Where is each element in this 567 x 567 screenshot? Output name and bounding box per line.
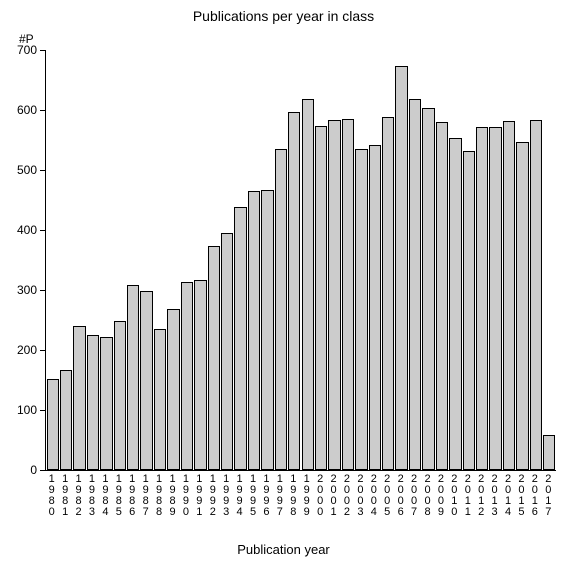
bar xyxy=(436,122,448,470)
x-tick-label: 2016 xyxy=(530,474,540,518)
bar xyxy=(516,142,528,470)
bar xyxy=(100,337,112,470)
y-tick xyxy=(40,110,45,111)
bar xyxy=(315,126,327,470)
bar xyxy=(275,149,287,470)
x-tick-label: 1992 xyxy=(208,474,218,518)
x-tick-label: 1980 xyxy=(47,474,57,518)
bar xyxy=(181,282,193,470)
y-tick xyxy=(40,230,45,231)
bar xyxy=(409,99,421,470)
y-tick xyxy=(40,350,45,351)
bar xyxy=(342,119,354,470)
bar xyxy=(449,138,461,470)
bar xyxy=(369,145,381,470)
y-tick-label: 300 xyxy=(0,283,37,297)
x-tick-label: 1995 xyxy=(248,474,258,518)
x-tick-label: 2012 xyxy=(476,474,486,518)
y-tick xyxy=(40,170,45,171)
bar xyxy=(395,66,407,470)
y-tick-label: 100 xyxy=(0,403,37,417)
x-tick-label: 2015 xyxy=(516,474,526,518)
bar xyxy=(73,326,85,470)
bar xyxy=(463,151,475,470)
x-tick-label: 2005 xyxy=(382,474,392,518)
y-tick xyxy=(40,290,45,291)
x-tick-label: 1985 xyxy=(114,474,124,518)
bar xyxy=(167,309,179,470)
x-tick-label: 2017 xyxy=(543,474,553,518)
bar xyxy=(140,291,152,470)
x-tick-label: 2008 xyxy=(423,474,433,518)
x-tick-label: 2003 xyxy=(355,474,365,518)
bar xyxy=(208,246,220,470)
bar xyxy=(422,108,434,470)
bar xyxy=(127,285,139,470)
bar xyxy=(503,121,515,470)
y-tick xyxy=(40,470,45,471)
x-tick-label: 2006 xyxy=(396,474,406,518)
x-tick-label: 1989 xyxy=(168,474,178,518)
x-tick-label: 2013 xyxy=(490,474,500,518)
bar xyxy=(382,117,394,470)
y-tick-label: 200 xyxy=(0,343,37,357)
x-tick-label: 1984 xyxy=(100,474,110,518)
bar xyxy=(114,321,126,470)
x-tick-label: 2001 xyxy=(329,474,339,518)
y-tick-label: 700 xyxy=(0,43,37,57)
x-tick-label: 2000 xyxy=(315,474,325,518)
y-tick xyxy=(40,50,45,51)
bar xyxy=(476,127,488,470)
bar xyxy=(194,280,206,470)
bar xyxy=(87,335,99,470)
y-tick-label: 500 xyxy=(0,163,37,177)
x-tick-label: 2007 xyxy=(409,474,419,518)
x-tick-label: 1994 xyxy=(235,474,245,518)
x-tick-label: 1997 xyxy=(275,474,285,518)
x-tick-label: 1986 xyxy=(127,474,137,518)
bar xyxy=(60,370,72,470)
y-tick-label: 0 xyxy=(0,463,37,477)
y-tick xyxy=(40,410,45,411)
x-tick-label: 2011 xyxy=(463,474,473,518)
bar xyxy=(154,329,166,470)
x-tick-label: 2009 xyxy=(436,474,446,518)
y-tick-label: 600 xyxy=(0,103,37,117)
x-tick-label: 1988 xyxy=(154,474,164,518)
x-tick-label: 1990 xyxy=(181,474,191,518)
bar xyxy=(355,149,367,470)
bar xyxy=(261,190,273,470)
bar xyxy=(248,191,260,470)
bar xyxy=(489,127,501,470)
x-tick-label: 1983 xyxy=(87,474,97,518)
chart-title: Publications per year in class xyxy=(0,8,567,24)
x-tick-label: 2004 xyxy=(369,474,379,518)
bar xyxy=(47,379,59,470)
x-tick-label: 1981 xyxy=(60,474,70,518)
x-tick-label: 1993 xyxy=(221,474,231,518)
x-axis-title: Publication year xyxy=(0,542,567,557)
y-tick-label: 400 xyxy=(0,223,37,237)
x-tick-label: 1999 xyxy=(302,474,312,518)
bar xyxy=(543,435,555,470)
plot-area xyxy=(45,50,556,471)
x-tick-label: 2014 xyxy=(503,474,513,518)
bar xyxy=(302,99,314,470)
bar xyxy=(234,207,246,470)
bar xyxy=(288,112,300,470)
x-tick-label: 1996 xyxy=(261,474,271,518)
x-tick-label: 1982 xyxy=(74,474,84,518)
chart-container: Publications per year in class #P Public… xyxy=(0,0,567,567)
x-tick-label: 1998 xyxy=(288,474,298,518)
x-tick-label: 2010 xyxy=(449,474,459,518)
bar xyxy=(530,120,542,470)
x-tick-label: 1991 xyxy=(194,474,204,518)
x-tick-label: 2002 xyxy=(342,474,352,518)
bar xyxy=(221,233,233,470)
bar xyxy=(328,120,340,470)
x-tick-label: 1987 xyxy=(141,474,151,518)
